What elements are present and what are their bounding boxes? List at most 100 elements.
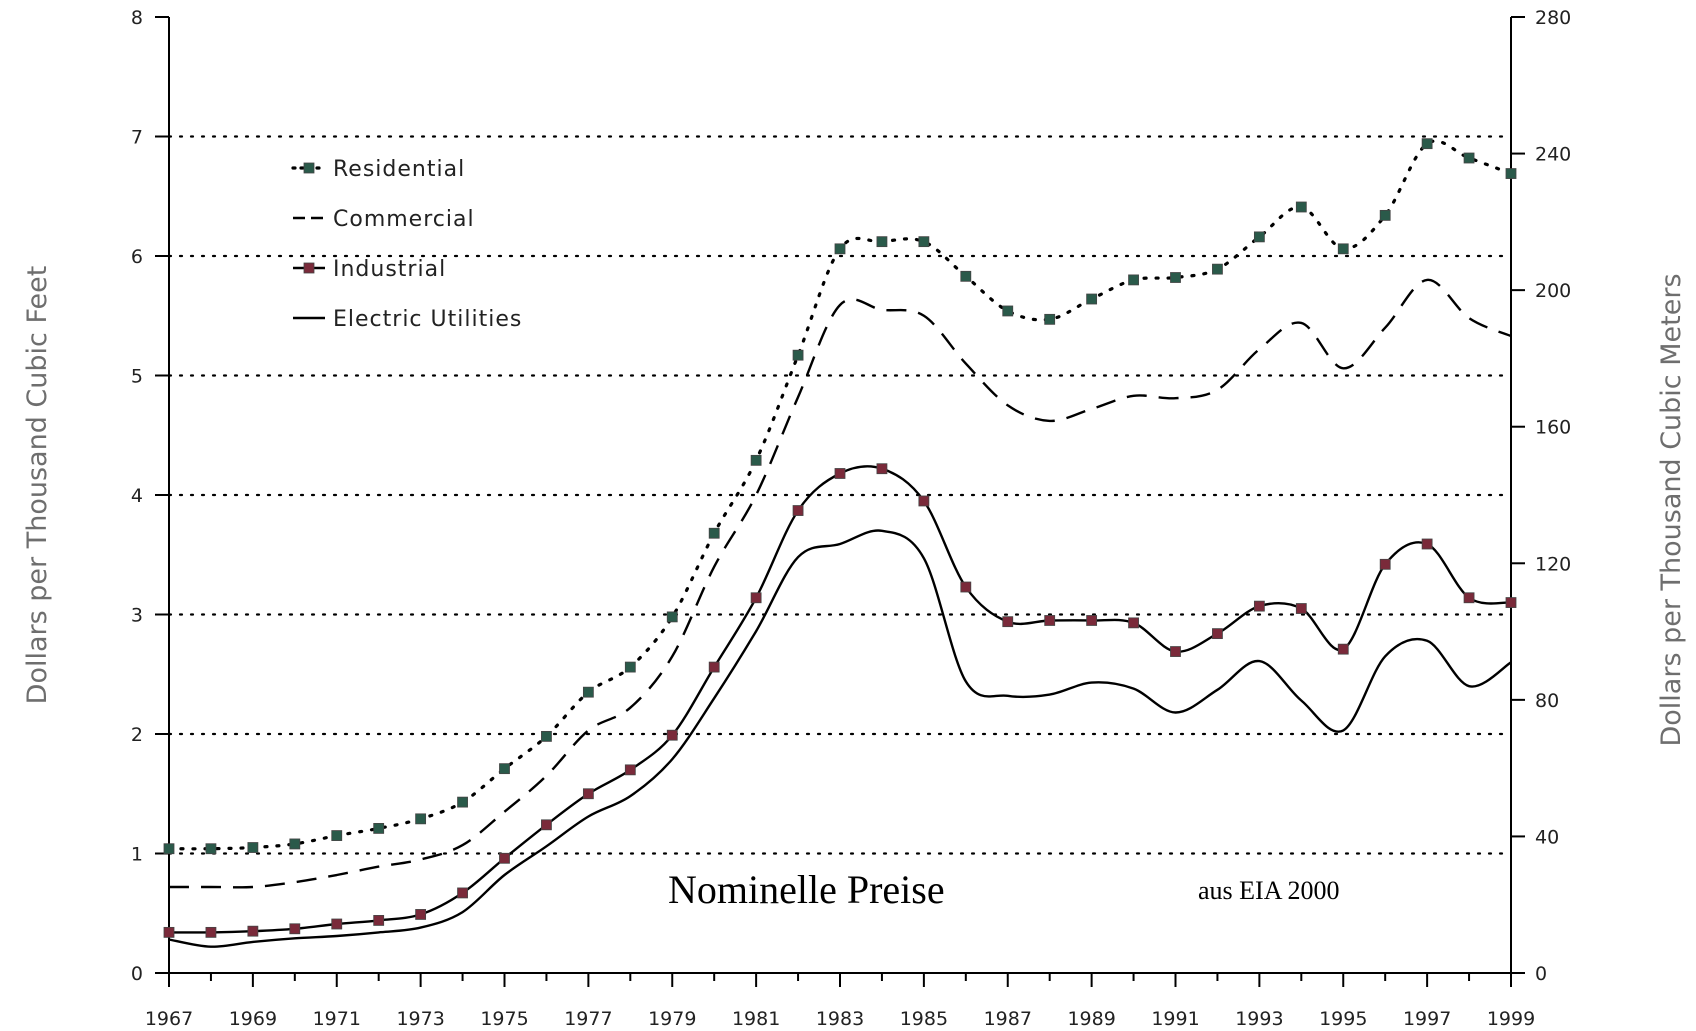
point-residential-1980	[708, 527, 720, 539]
point-residential-1982	[792, 349, 804, 361]
left-y-axis: 0 1 2 3 4 5 6 7 8	[131, 7, 169, 985]
point-industrial-1968	[205, 926, 217, 938]
series-line-industrial	[168, 465, 1512, 934]
legend-marker-industrial	[303, 262, 315, 274]
legend-label-industrial: Industrial	[333, 257, 446, 282]
point-industrial-1970	[289, 923, 301, 935]
annotation-nominal-prices: Nominelle Preise	[668, 867, 945, 912]
point-residential-1972	[373, 823, 385, 834]
x-tick-label-1995: 1995	[1319, 1008, 1367, 1030]
point-residential-1986	[960, 270, 972, 282]
point-residential-1974	[457, 796, 468, 808]
right-tick-label-0: 0	[1535, 963, 1547, 985]
series-commercial	[168, 278, 1512, 889]
series-line-electric-utilities	[168, 529, 1512, 948]
x-tick-label-1997: 1997	[1403, 1008, 1451, 1030]
point-residential-1989	[1086, 293, 1098, 305]
point-industrial-1985	[918, 495, 930, 507]
series-residential	[163, 138, 1517, 855]
point-industrial-1973	[415, 909, 427, 920]
left-tick-label-3: 3	[131, 605, 143, 627]
left-tick-label-5: 5	[131, 366, 143, 388]
series-electric-utilities	[168, 529, 1512, 948]
annotation-source: aus EIA 2000	[1198, 876, 1340, 905]
point-industrial-1982	[792, 505, 804, 516]
point-industrial-1984	[876, 463, 888, 475]
left-tick-label-1: 1	[131, 844, 143, 866]
right-tick-label-240: 240	[1535, 144, 1571, 166]
y-axis-label-left: Dollars per Thousand Cubic Feet	[22, 266, 53, 705]
point-residential-1979	[666, 611, 678, 623]
point-residential-1977	[582, 686, 594, 698]
point-residential-1981	[750, 454, 762, 466]
x-tick-label-1985: 1985	[900, 1008, 948, 1030]
point-industrial-1988	[1044, 615, 1056, 626]
series-layer	[163, 138, 1517, 948]
point-industrial-1972	[373, 915, 385, 926]
x-axis: 1967 1969 1971 1973 1975 1977 1979 1981 1983 1985…	[145, 973, 1535, 1030]
x-tick-label-1989: 1989	[1067, 1008, 1115, 1030]
left-tick-label-2: 2	[131, 724, 143, 746]
point-industrial-1967	[163, 926, 175, 938]
point-residential-1973	[415, 813, 427, 825]
x-tick-label-1967: 1967	[145, 1008, 193, 1030]
point-industrial-1997	[1421, 538, 1433, 550]
right-tick-label-160: 160	[1535, 417, 1571, 439]
point-residential-1983	[834, 243, 846, 255]
gridlines	[167, 135, 1513, 855]
point-industrial-1999	[1505, 597, 1517, 608]
right-tick-label-40: 40	[1535, 826, 1559, 848]
x-tick-label-1987: 1987	[984, 1008, 1032, 1030]
right-tick-label-80: 80	[1535, 690, 1559, 712]
left-tick-label-6: 6	[131, 246, 143, 268]
point-industrial-1974	[457, 887, 468, 899]
x-tick-label-1977: 1977	[564, 1008, 612, 1030]
point-residential-1997	[1421, 138, 1433, 150]
legend-marker-residential	[303, 162, 315, 174]
point-industrial-1983	[834, 468, 846, 479]
point-residential-1999	[1505, 168, 1517, 179]
series-line-commercial	[168, 278, 1512, 889]
point-industrial-1986	[960, 581, 972, 593]
left-tick-label-8: 8	[131, 7, 143, 29]
point-industrial-1993	[1253, 600, 1265, 612]
x-tick-label-1973: 1973	[396, 1008, 444, 1030]
point-industrial-1975	[499, 852, 510, 864]
point-industrial-1981	[750, 592, 762, 604]
x-tick-label-1993: 1993	[1235, 1008, 1283, 1030]
point-industrial-1978	[624, 764, 636, 776]
legend-label-electric-utilities: Electric Utilities	[333, 307, 522, 332]
x-tick-label-1975: 1975	[480, 1008, 528, 1030]
point-residential-1976	[541, 730, 552, 742]
point-residential-1991	[1170, 272, 1181, 283]
point-residential-1995	[1337, 243, 1349, 255]
x-tick-label-1979: 1979	[648, 1008, 696, 1030]
point-industrial-1998	[1463, 592, 1475, 604]
right-tick-label-200: 200	[1535, 280, 1571, 302]
left-tick-label-7: 7	[131, 127, 143, 149]
point-residential-1970	[289, 838, 301, 850]
right-tick-label-120: 120	[1535, 553, 1571, 575]
point-industrial-1979	[666, 729, 678, 741]
point-residential-1978	[624, 661, 636, 673]
point-residential-1975	[499, 763, 510, 775]
point-residential-1998	[1463, 152, 1475, 164]
point-industrial-1994	[1295, 603, 1307, 614]
point-residential-1992	[1212, 263, 1223, 275]
x-tick-label-1991: 1991	[1151, 1008, 1199, 1030]
point-industrial-1996	[1379, 558, 1391, 570]
series-industrial	[163, 463, 1517, 938]
y-axis-label-right: Dollars per Thousand Cubic Meters	[1656, 273, 1687, 746]
left-tick-label-4: 4	[131, 485, 143, 507]
right-tick-label-280: 280	[1535, 7, 1571, 29]
point-industrial-1991	[1170, 646, 1181, 657]
x-tick-label-1969: 1969	[229, 1008, 277, 1030]
point-industrial-1980	[708, 661, 720, 673]
point-industrial-1995	[1337, 643, 1349, 655]
x-tick-label-1983: 1983	[816, 1008, 864, 1030]
point-industrial-1971	[331, 918, 343, 930]
point-residential-1969	[247, 842, 259, 853]
point-residential-1984	[876, 236, 888, 248]
x-tick-label-1971: 1971	[313, 1008, 361, 1030]
